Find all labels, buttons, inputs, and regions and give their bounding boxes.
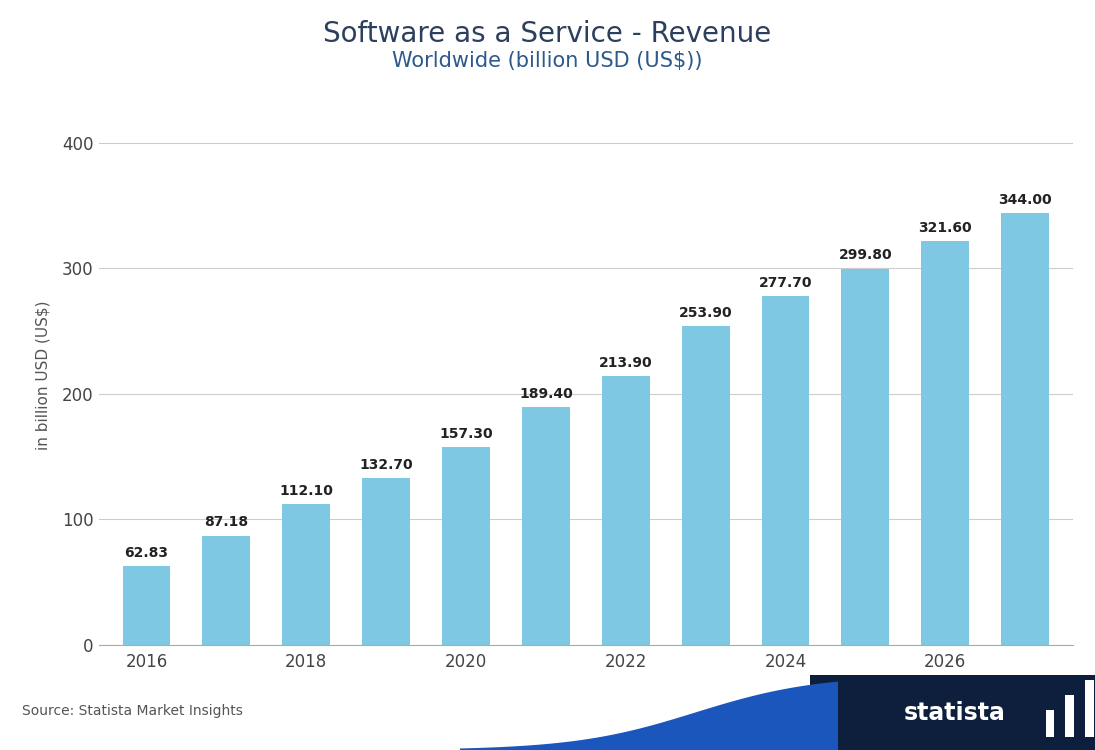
Bar <box>362 478 411 645</box>
Bar <box>203 536 251 645</box>
Bar <box>602 376 649 645</box>
Bar <box>682 326 729 645</box>
Text: 299.80: 299.80 <box>839 248 892 262</box>
FancyBboxPatch shape <box>838 675 1095 750</box>
Bar <box>123 566 171 645</box>
Bar <box>442 448 489 645</box>
Bar <box>283 504 331 645</box>
Text: 189.40: 189.40 <box>519 387 573 400</box>
Text: Software as a Service - Revenue: Software as a Service - Revenue <box>323 20 772 48</box>
Text: 87.18: 87.18 <box>205 515 249 529</box>
Text: 62.83: 62.83 <box>125 546 169 560</box>
FancyBboxPatch shape <box>1085 680 1094 736</box>
Text: 277.70: 277.70 <box>759 276 812 290</box>
Text: 132.70: 132.70 <box>359 458 413 472</box>
Y-axis label: in billion USD (US$): in billion USD (US$) <box>36 300 51 450</box>
Text: 321.60: 321.60 <box>919 220 972 235</box>
FancyBboxPatch shape <box>0 675 1095 750</box>
Text: statista: statista <box>903 700 1006 724</box>
FancyBboxPatch shape <box>810 675 1095 750</box>
Bar <box>522 407 569 645</box>
Text: 112.10: 112.10 <box>279 484 333 498</box>
Text: 213.90: 213.90 <box>599 356 653 370</box>
FancyBboxPatch shape <box>1065 695 1074 736</box>
Polygon shape <box>460 677 898 750</box>
Text: 344.00: 344.00 <box>999 193 1052 207</box>
Text: 157.30: 157.30 <box>439 427 493 441</box>
FancyBboxPatch shape <box>1046 710 1054 736</box>
Bar <box>921 242 969 645</box>
Text: 253.90: 253.90 <box>679 306 733 320</box>
Bar <box>1001 213 1049 645</box>
Bar <box>761 296 809 645</box>
Bar <box>841 268 889 645</box>
Text: Source: Statista Market Insights: Source: Statista Market Insights <box>22 704 243 718</box>
Text: Worldwide (billion USD (US$)): Worldwide (billion USD (US$)) <box>392 52 703 71</box>
